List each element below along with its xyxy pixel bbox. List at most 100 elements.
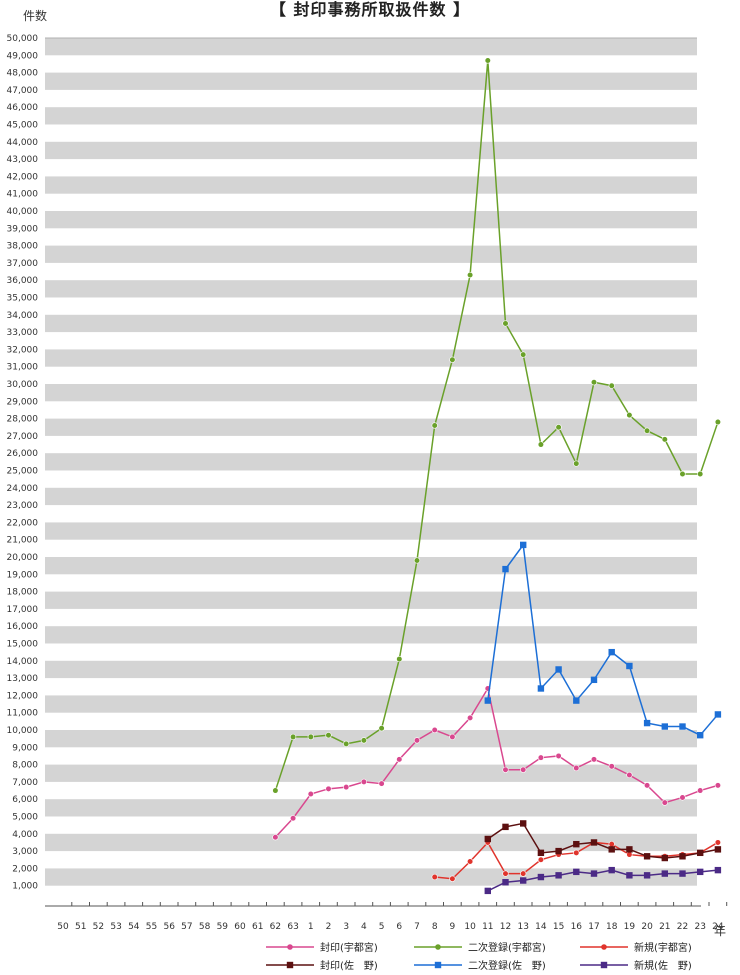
y-tick-label: 50,000: [7, 34, 39, 44]
y-tick-label: 2,000: [12, 864, 38, 874]
y-tick-label: 17,000: [7, 605, 39, 615]
x-tick-label: 24: [712, 922, 724, 932]
legend-item: 二次登録(宇都宮): [414, 941, 546, 954]
grid-band: [45, 280, 697, 298]
grid-band: [45, 591, 697, 609]
y-tick-label: 49,000: [7, 51, 39, 61]
grid-band: [45, 626, 697, 644]
legend-item: 封印(佐 野): [266, 959, 378, 972]
data-point: [467, 858, 474, 865]
grid-band: [45, 764, 697, 782]
y-tick-label: 16,000: [7, 622, 39, 632]
data-point: [661, 854, 668, 862]
data-point: [573, 849, 580, 856]
x-tick-label: 3: [343, 922, 349, 932]
y-tick-label: 21,000: [7, 536, 39, 546]
legend-swatch-marker: [286, 961, 294, 969]
data-point: [626, 662, 633, 670]
data-point: [520, 766, 527, 773]
grid-band: [45, 487, 697, 506]
y-tick-label: 26,000: [7, 449, 39, 459]
data-point: [520, 820, 527, 827]
grid-band: [45, 695, 697, 713]
y-tick-label: 6,000: [12, 795, 38, 805]
data-point: [590, 379, 598, 386]
x-tick-label: 56: [163, 922, 175, 932]
x-tick-label: 23: [694, 922, 705, 932]
data-point: [661, 723, 668, 730]
data-point: [573, 764, 580, 772]
grid-band: [45, 453, 697, 471]
y-axis-ticks: 1,000 2,000 3,000 4,000 5,000 6,000 7,000 8,000…: [7, 34, 39, 892]
series-group: [272, 57, 722, 794]
grid-band: [45, 868, 697, 886]
grid-band: [45, 107, 697, 125]
x-tick-label: 53: [110, 922, 121, 932]
data-point: [608, 382, 615, 389]
y-tick-label: 10,000: [7, 726, 39, 736]
y-tick-label: 39,000: [7, 224, 39, 234]
grid-band: [45, 384, 697, 402]
data-point: [378, 780, 385, 787]
data-point: [555, 872, 562, 879]
x-tick-label: 62: [270, 922, 281, 932]
data-point: [697, 868, 704, 876]
y-tick-label: 29,000: [7, 397, 39, 407]
x-tick-label: 58: [199, 922, 211, 932]
legend-label: 封印(佐 野): [320, 959, 378, 972]
data-point: [608, 846, 615, 853]
chart-title: 【 封印事務所取扱件数 】: [269, 0, 471, 19]
data-point: [484, 887, 491, 895]
grid-band: [45, 522, 697, 540]
legend-item: 封印(宇都宮): [266, 941, 378, 954]
data-point: [679, 853, 686, 860]
data-point: [714, 711, 722, 718]
data-point: [714, 866, 722, 874]
data-point: [467, 714, 474, 721]
data-point: [431, 873, 438, 881]
data-point: [626, 771, 633, 779]
data-point: [520, 541, 527, 549]
y-tick-label: 11,000: [7, 709, 39, 719]
grid-bands: [45, 37, 697, 886]
x-tick-label: 7: [414, 922, 420, 932]
data-point: [307, 733, 314, 741]
grid-band: [45, 730, 697, 748]
grid-band: [45, 72, 697, 90]
data-point: [502, 766, 509, 773]
y-tick-label: 32,000: [7, 345, 39, 355]
y-tick-label: 27,000: [7, 432, 39, 442]
x-tick-label: 51: [75, 922, 86, 932]
y-tick-label: 34,000: [7, 311, 39, 321]
x-tick-label: 50: [57, 922, 69, 932]
grid-band: [45, 141, 697, 160]
data-point: [484, 835, 491, 843]
x-tick-label: 5: [379, 922, 385, 932]
series-group: [484, 820, 722, 862]
data-point: [643, 853, 651, 860]
x-tick-label: 8: [432, 922, 438, 932]
grid-band: [45, 660, 697, 679]
data-point: [343, 740, 350, 747]
y-tick-label: 1,000: [12, 882, 38, 892]
grid-band: [45, 799, 697, 817]
grid-band: [45, 176, 697, 194]
data-point: [608, 763, 615, 770]
data-point: [502, 565, 509, 573]
data-point: [714, 782, 722, 789]
y-tick-label: 44,000: [7, 138, 39, 148]
x-tick-label: 52: [93, 922, 104, 932]
legend-item: 新規(宇都宮): [580, 941, 692, 954]
x-tick-label: 6: [396, 922, 402, 932]
y-tick-label: 24,000: [7, 484, 39, 494]
data-point: [396, 756, 403, 763]
data-point: [520, 877, 527, 884]
legend-label: 二次登録(佐 野): [468, 959, 546, 972]
y-tick-label: 33,000: [7, 328, 39, 338]
data-point: [449, 875, 456, 882]
legend-swatch-marker: [601, 944, 607, 950]
data-point: [413, 557, 421, 564]
x-tick-label: 10: [464, 922, 476, 932]
legend-swatch-marker: [435, 944, 441, 950]
data-point: [484, 697, 491, 704]
